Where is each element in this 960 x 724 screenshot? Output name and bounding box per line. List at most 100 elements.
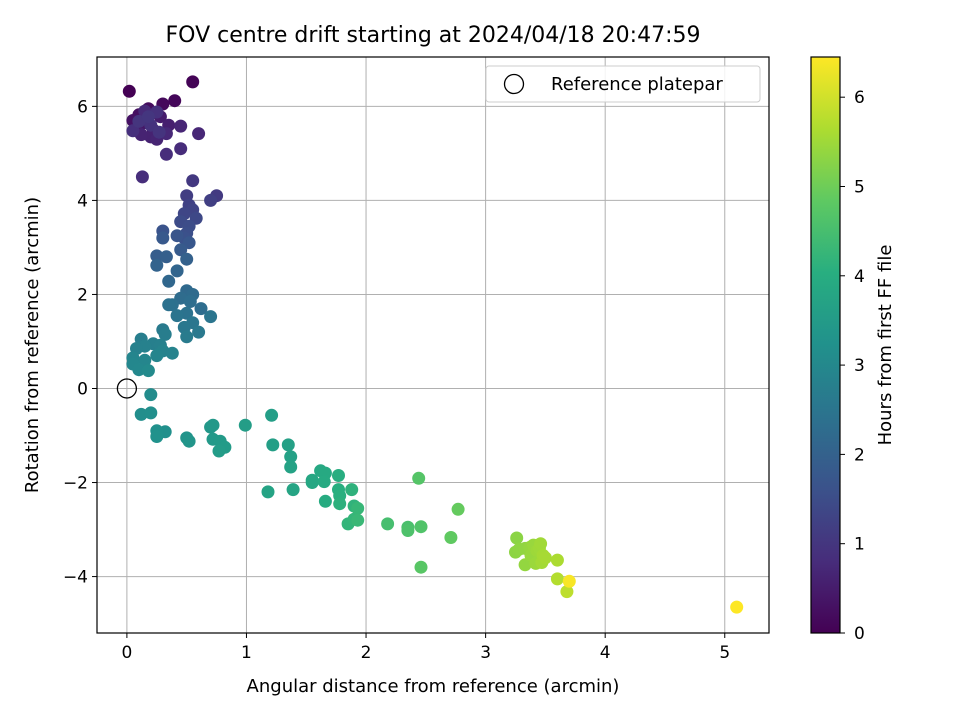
- data-point: [170, 309, 184, 323]
- x-tick-label: 5: [719, 643, 730, 663]
- data-point: [534, 537, 548, 551]
- data-point: [204, 193, 218, 207]
- data-point: [562, 574, 576, 588]
- colorbar-frame: [810, 56, 841, 634]
- data-point: [265, 408, 279, 422]
- data-point: [332, 469, 345, 482]
- data-point: [305, 476, 319, 489]
- data-point: [538, 551, 552, 565]
- data-point: [183, 295, 197, 308]
- y-tick-label: 6: [77, 97, 88, 117]
- x-tick-label: 1: [241, 643, 252, 663]
- data-point: [158, 327, 172, 341]
- data-point: [186, 174, 200, 188]
- data-point: [194, 302, 208, 316]
- y-tick-label: 2: [77, 285, 88, 305]
- data-point: [159, 147, 173, 161]
- x-axis-label: Angular distance from reference (arcmin): [247, 676, 620, 697]
- x-tick-label: 2: [361, 643, 372, 663]
- data-point: [206, 418, 220, 432]
- data-point: [162, 298, 176, 312]
- data-point: [156, 231, 170, 245]
- data-point: [560, 585, 574, 599]
- data-point: [351, 501, 365, 515]
- data-point: [141, 110, 155, 124]
- data-point: [150, 430, 164, 443]
- data-point: [138, 353, 152, 367]
- data-point: [238, 418, 252, 432]
- colorbar-label: Hours from first FF file: [875, 245, 896, 446]
- data-point: [412, 471, 426, 485]
- data-point: [192, 127, 206, 141]
- colorbar-ticks: 0 1 2 3 4 5 6: [840, 88, 865, 644]
- data-point: [141, 364, 155, 378]
- data-point: [381, 517, 395, 531]
- data-point: [730, 600, 744, 614]
- colorbar-tick-label: 3: [854, 356, 865, 376]
- data-point: [444, 531, 458, 544]
- data-point: [550, 572, 564, 586]
- data-point: [192, 325, 206, 339]
- data-point: [451, 502, 465, 516]
- data-point: [150, 258, 164, 272]
- reference-platepar-marker: [116, 378, 138, 399]
- data-point: [144, 406, 158, 420]
- data-point: [150, 349, 164, 363]
- data-point: [174, 142, 188, 156]
- data-point: [126, 124, 140, 138]
- data-point: [132, 363, 146, 377]
- x-tick-label: 0: [121, 643, 132, 663]
- data-point: [168, 94, 182, 108]
- data-point: [401, 524, 415, 537]
- y-tick-label: −2: [63, 474, 88, 494]
- data-point: [135, 170, 149, 184]
- legend-box: [485, 65, 761, 103]
- data-point: [261, 485, 275, 499]
- data-point: [204, 310, 218, 324]
- data-point: [152, 125, 166, 139]
- data-point: [286, 483, 300, 497]
- colorbar-tick-label: 1: [854, 535, 865, 555]
- x-tick-label: 4: [600, 643, 611, 663]
- data-point: [162, 274, 176, 288]
- reference-marker-layer: [116, 378, 138, 399]
- colorbar-tick-label: 0: [854, 624, 865, 644]
- data-point: [414, 520, 428, 534]
- data-point: [414, 560, 428, 574]
- data-point: [180, 252, 194, 266]
- data-point: [351, 513, 365, 527]
- x-tick-label: 3: [480, 643, 491, 663]
- data-point: [284, 450, 298, 464]
- data-point: [212, 444, 226, 458]
- data-point: [170, 264, 184, 278]
- data-point: [150, 249, 164, 263]
- y-tick-label: −4: [63, 568, 88, 588]
- colorbar-tick-label: 5: [854, 177, 865, 197]
- colorbar: 0 1 2 3 4 5 6 Hours from first FF file: [810, 56, 896, 644]
- plot-frame: [96, 56, 770, 634]
- data-point: [144, 388, 158, 402]
- x-axis-ticks: 0 1 2 3 4 5: [121, 633, 730, 663]
- legend-label: Reference platepar: [551, 74, 723, 95]
- plot-area: [97, 57, 769, 633]
- y-axis-ticks: −4 −2 0 2 4 6: [63, 97, 97, 588]
- y-tick-label: 0: [77, 379, 88, 399]
- colorbar-tick-label: 2: [854, 445, 865, 465]
- data-point: [550, 553, 564, 567]
- data-point: [284, 460, 298, 474]
- data-point: [134, 407, 148, 421]
- data-point: [281, 438, 295, 452]
- data-point: [186, 75, 200, 89]
- data-point: [510, 531, 524, 545]
- data-point: [266, 438, 280, 452]
- legend-marker-open-circle: [503, 73, 525, 95]
- data-point: [317, 475, 331, 489]
- data-point: [345, 483, 359, 497]
- data-point: [174, 243, 188, 257]
- y-tick-label: 4: [77, 191, 88, 211]
- data-point: [333, 497, 347, 511]
- data-point: [165, 346, 179, 360]
- colorbar-tick-label: 4: [854, 267, 865, 287]
